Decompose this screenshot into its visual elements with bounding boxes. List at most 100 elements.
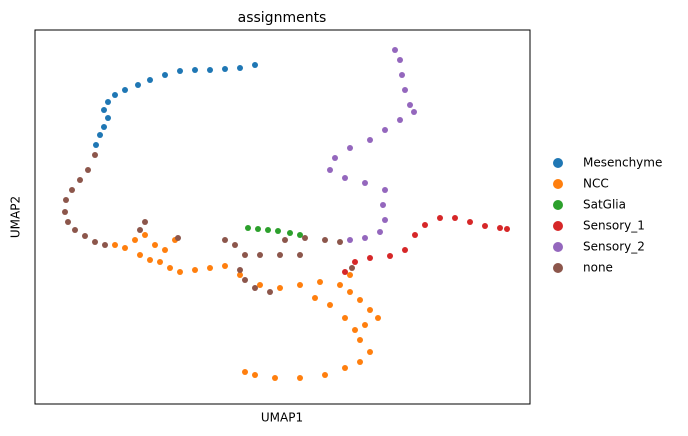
point bbox=[327, 302, 333, 308]
point bbox=[342, 175, 348, 181]
point bbox=[272, 375, 278, 381]
point bbox=[380, 202, 386, 208]
point bbox=[102, 242, 108, 248]
point bbox=[237, 267, 243, 273]
point bbox=[137, 252, 143, 258]
point bbox=[287, 230, 293, 236]
legend-marker bbox=[553, 200, 563, 210]
point bbox=[105, 99, 111, 105]
point bbox=[367, 137, 373, 143]
y-axis-label: UMAP2 bbox=[9, 196, 23, 238]
point bbox=[357, 297, 363, 303]
point bbox=[277, 285, 283, 291]
point bbox=[349, 265, 355, 271]
point bbox=[402, 87, 408, 93]
point bbox=[337, 239, 343, 245]
point bbox=[422, 222, 428, 228]
point bbox=[222, 66, 228, 72]
point bbox=[92, 152, 98, 158]
point bbox=[327, 167, 333, 173]
point bbox=[147, 77, 153, 83]
point bbox=[63, 197, 69, 203]
legend-label: SatGlia bbox=[583, 198, 626, 212]
point bbox=[382, 127, 388, 133]
point bbox=[245, 225, 251, 231]
point bbox=[411, 109, 417, 115]
point bbox=[504, 226, 510, 232]
point bbox=[152, 242, 158, 248]
point bbox=[497, 225, 503, 231]
point bbox=[177, 68, 183, 74]
point bbox=[101, 107, 107, 113]
point bbox=[65, 219, 71, 225]
point bbox=[322, 372, 328, 378]
point bbox=[342, 269, 348, 275]
point bbox=[135, 82, 141, 88]
point bbox=[207, 265, 213, 271]
point bbox=[222, 263, 228, 269]
point bbox=[192, 267, 198, 273]
point bbox=[77, 177, 83, 183]
point bbox=[157, 259, 163, 265]
point bbox=[85, 167, 91, 173]
point bbox=[122, 245, 128, 251]
legend-marker bbox=[553, 263, 563, 273]
point bbox=[192, 67, 198, 73]
point bbox=[167, 265, 173, 271]
point bbox=[265, 227, 271, 233]
point bbox=[342, 365, 348, 371]
point bbox=[352, 327, 358, 333]
point bbox=[352, 259, 358, 265]
point bbox=[255, 226, 261, 232]
point bbox=[302, 235, 308, 241]
point bbox=[407, 102, 413, 108]
point bbox=[252, 285, 258, 291]
point bbox=[297, 232, 303, 238]
legend-marker bbox=[553, 242, 563, 252]
point bbox=[105, 115, 111, 121]
point bbox=[237, 272, 243, 278]
point bbox=[93, 142, 99, 148]
point bbox=[112, 242, 118, 248]
plot-frame bbox=[34, 29, 531, 405]
point bbox=[222, 237, 228, 243]
point bbox=[437, 215, 443, 221]
point bbox=[412, 232, 418, 238]
point bbox=[367, 349, 373, 355]
point bbox=[362, 235, 368, 241]
point bbox=[257, 252, 263, 258]
point bbox=[101, 124, 107, 130]
legend-marker bbox=[553, 158, 563, 168]
point bbox=[312, 295, 318, 301]
point bbox=[252, 372, 258, 378]
point bbox=[375, 315, 381, 321]
point bbox=[382, 187, 388, 193]
legend-label: Mesenchyme bbox=[583, 156, 662, 170]
point bbox=[452, 215, 458, 221]
point bbox=[252, 62, 258, 68]
point bbox=[162, 247, 168, 253]
point bbox=[332, 155, 338, 161]
point bbox=[387, 253, 393, 259]
point bbox=[275, 228, 281, 234]
point bbox=[347, 145, 353, 151]
point bbox=[82, 233, 88, 239]
point bbox=[267, 289, 273, 295]
point bbox=[142, 232, 148, 238]
point bbox=[362, 180, 368, 186]
point bbox=[467, 219, 473, 225]
legend-label: NCC bbox=[583, 177, 609, 191]
point bbox=[92, 239, 98, 245]
point bbox=[357, 337, 363, 343]
point bbox=[347, 237, 353, 243]
point bbox=[97, 132, 103, 138]
point bbox=[162, 72, 168, 78]
point bbox=[342, 315, 348, 321]
chart-title: assignments bbox=[238, 10, 327, 26]
point bbox=[337, 282, 343, 288]
point bbox=[237, 65, 243, 71]
point bbox=[62, 209, 68, 215]
point bbox=[242, 277, 248, 283]
point bbox=[357, 359, 363, 365]
